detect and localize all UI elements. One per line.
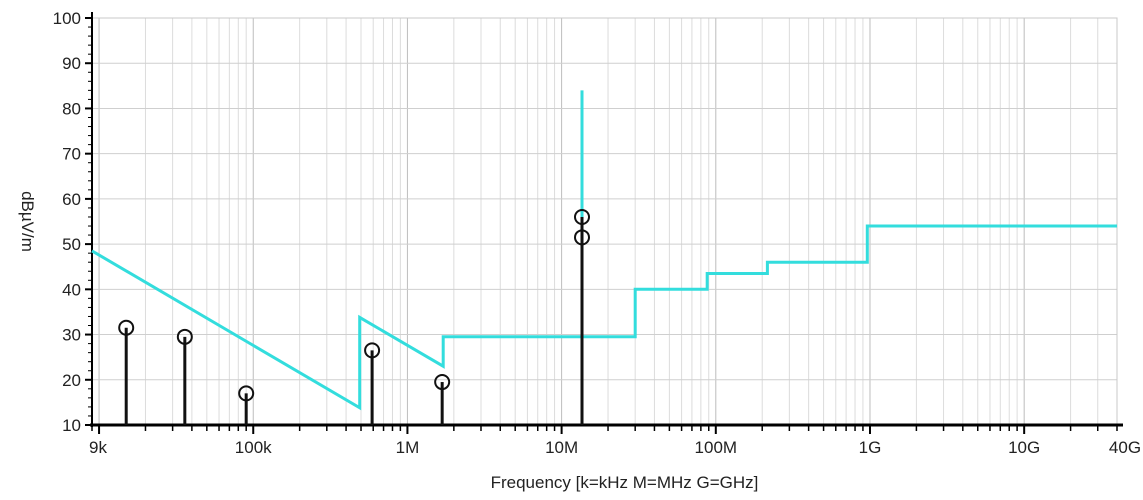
x-tick-label: 1M [396,438,420,457]
y-tick-label: 100 [53,9,81,28]
y-tick-label: 50 [62,235,81,254]
emission-marker [238,385,255,402]
x-axis-title: Frequency [k=kHz M=MHz G=GHz] [491,473,759,492]
emission-marker [364,342,381,359]
emission-marker [574,229,591,246]
x-tick-label: 9k [89,438,107,457]
emission-marker [574,208,591,225]
y-tick-label: 60 [62,190,81,209]
emission-marker [118,319,135,336]
emission-series [118,208,591,425]
x-axis: 9k 100k 1M 10M 100M 1G 10G 40G [89,423,1141,457]
y-tick-label: 80 [62,99,81,118]
x-tick-label: 100M [695,438,738,457]
limit-line-series [91,90,1117,411]
x-tick-label: 1G [859,438,882,457]
y-tick-label: 90 [62,54,81,73]
x-tick-label: 10G [1008,438,1040,457]
limit-line [91,90,1117,411]
emission-marker [176,328,193,345]
minor-grid [98,18,1099,425]
y-tick-label: 40 [62,280,81,299]
y-axis-title: dBµV/m [18,191,37,252]
y-tick-label: 70 [62,145,81,164]
y-tick-label: 30 [62,326,81,345]
x-tick-label: 40G [1109,438,1141,457]
emission-marker [434,374,451,391]
y-tick-label: 20 [62,371,81,390]
y-axis: 10 20 30 40 50 60 70 80 90 100 [53,9,93,435]
x-tick-label: 10M [545,438,578,457]
x-tick-label: 100k [235,438,272,457]
y-tick-label: 10 [62,416,81,435]
